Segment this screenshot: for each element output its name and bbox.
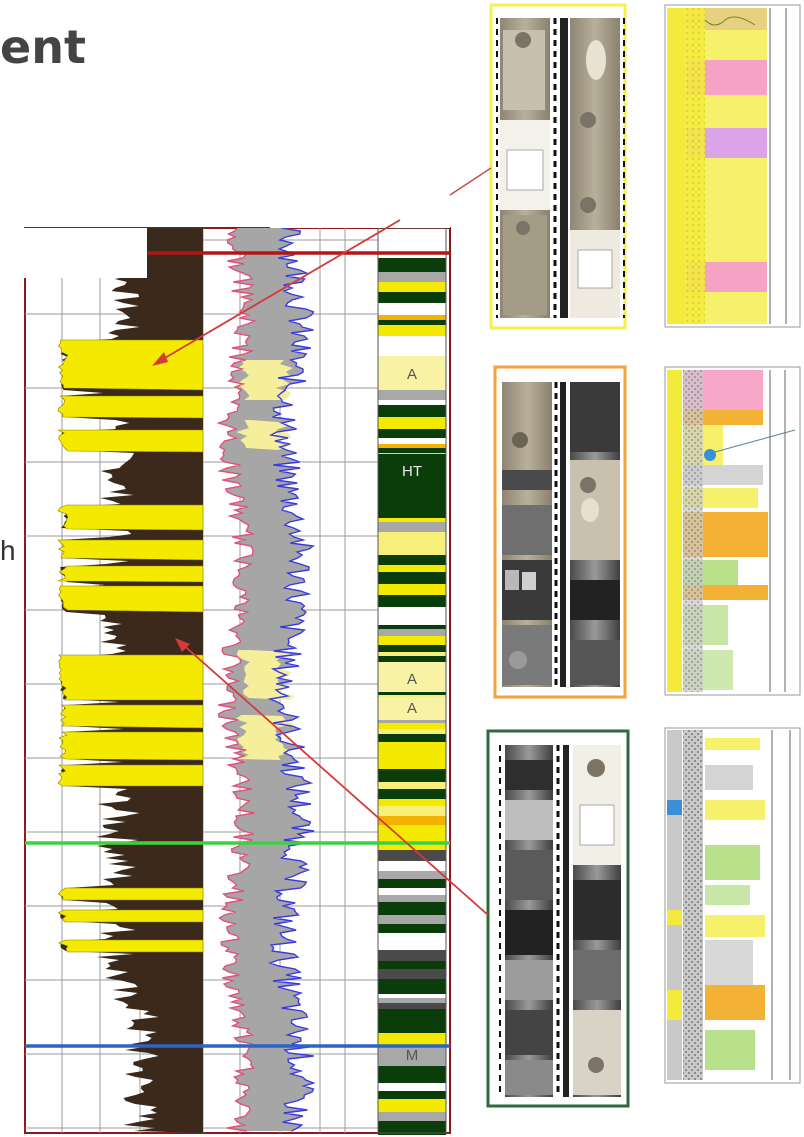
facies-label-a3: A xyxy=(407,700,417,717)
connector-core1 xyxy=(449,167,492,196)
redaction-box-mid xyxy=(270,163,450,228)
facies-column xyxy=(377,227,447,1135)
facies-labels: A HT A A M xyxy=(402,366,422,1064)
redaction-box-left xyxy=(0,228,147,278)
gamma-sand-fill xyxy=(57,339,203,953)
neutron-density-track xyxy=(216,228,316,1132)
pointer-arrow-2 xyxy=(179,641,489,916)
facies-label-a1: A xyxy=(407,366,417,383)
core-photo-2 xyxy=(493,365,627,699)
side-text-fragment: h xyxy=(0,535,16,566)
facies-label-a2: A xyxy=(407,671,417,688)
pointer-lines xyxy=(152,167,492,916)
core-photo-3 xyxy=(486,729,630,1108)
redaction-box-top xyxy=(120,105,305,163)
slide-title: ent xyxy=(0,20,86,74)
facies-label-m: M xyxy=(406,1047,419,1064)
core-photo-1 xyxy=(489,3,627,330)
nd-crossover-fill xyxy=(235,360,295,760)
well-log-panel: A HT A A M xyxy=(24,227,451,1135)
sedimentary-log-2 xyxy=(664,366,801,696)
sedimentary-log-1 xyxy=(664,4,801,328)
density-curve xyxy=(216,228,257,1132)
pointer-arrow-1 xyxy=(157,219,401,363)
gamma-ray-track xyxy=(57,228,203,1133)
neutron-curve xyxy=(267,228,316,1132)
facies-label-ht: HT xyxy=(402,463,422,480)
sedimentary-log-3 xyxy=(664,727,801,1084)
